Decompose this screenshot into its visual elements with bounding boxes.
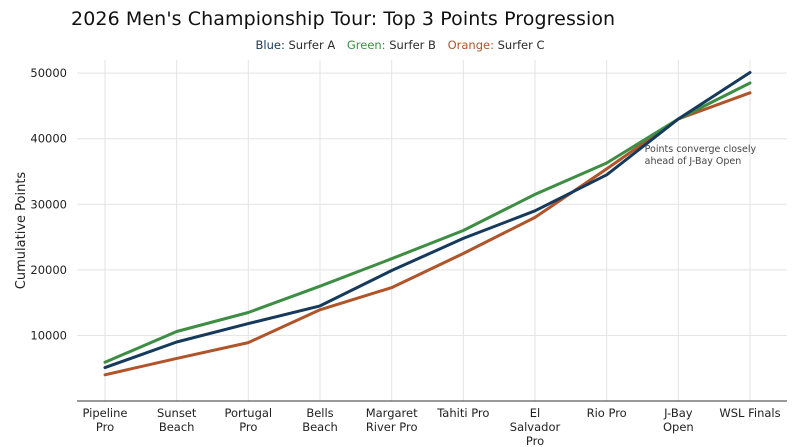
x-tick-label: Tahiti Pro (436, 406, 489, 420)
y-tick-label: 50000 (30, 66, 67, 80)
annotation-text: Points converge closely (645, 144, 757, 155)
y-tick-label: 40000 (30, 132, 67, 146)
legend-item-surfer-c: Orange: Surfer C (448, 38, 545, 52)
y-tick-label: 30000 (30, 197, 67, 211)
legend-label-a: Surfer A (284, 38, 336, 52)
legend-label-c: Surfer C (493, 38, 545, 52)
chart-title: 2026 Men's Championship Tour: Top 3 Poin… (71, 8, 616, 30)
legend-color-word-a: Blue: (255, 38, 285, 52)
legend-color-word-b: Green: (346, 38, 386, 52)
annotation-text: ahead of J-Bay Open (645, 156, 742, 167)
legend-item-surfer-a: Blue: Surfer A (256, 38, 336, 52)
series-line-surfer-a (103, 71, 752, 370)
y-axis-label: Cumulative Points (14, 172, 29, 290)
legend-color-word-c: Orange: (447, 38, 494, 52)
x-tick-label: Margaret River Pro (366, 406, 418, 434)
x-tick-label: J-Bay Open (663, 406, 694, 434)
x-tick-label: Pipeline Pro (82, 406, 127, 434)
x-tick-label: WSL Finals (719, 406, 780, 420)
legend-label-b: Surfer B (385, 38, 436, 52)
series-line-surfer-c (103, 91, 752, 377)
x-tick-label: Rio Pro (587, 406, 627, 420)
legend-item-surfer-b: Green: Surfer B (347, 38, 436, 52)
y-tick-label: 10000 (30, 328, 67, 342)
x-tick-label: Sunset Beach (157, 406, 197, 434)
x-tick-label: Bells Beach (302, 406, 338, 434)
legend: Blue: Surfer A Green: Surfer B Orange: S… (0, 38, 800, 52)
x-tick-label: Portugal Pro (225, 406, 273, 434)
series-line-surfer-b (103, 81, 752, 364)
y-tick-label: 20000 (30, 263, 67, 277)
x-tick-label: El Salvador Pro (510, 406, 561, 447)
